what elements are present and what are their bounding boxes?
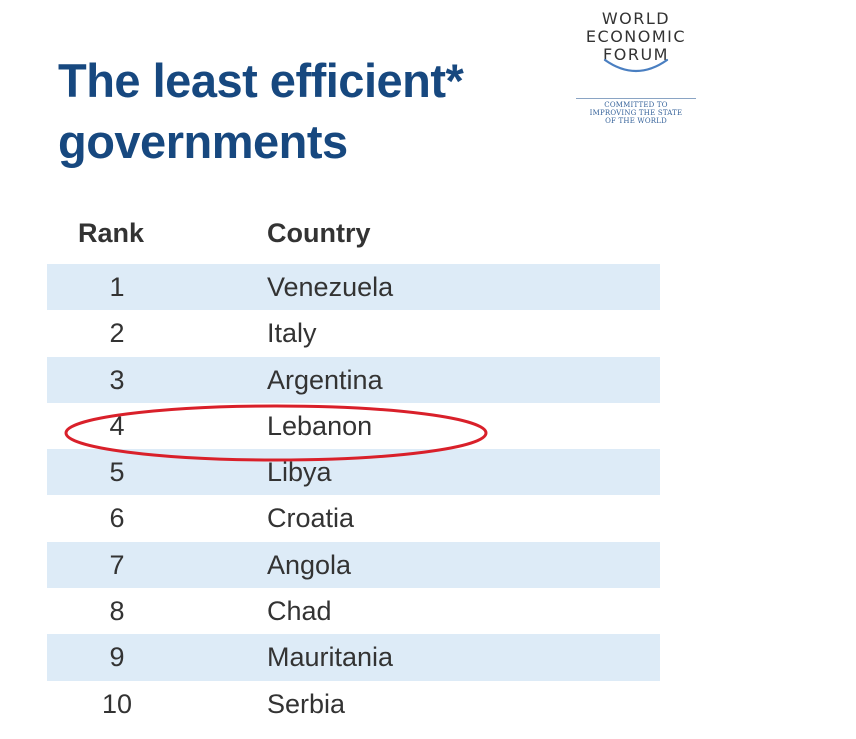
country-cell: Libya	[267, 457, 332, 488]
logo-arc-icon	[603, 58, 669, 72]
rank-cell: 10	[101, 688, 133, 719]
country-cell: Italy	[267, 318, 317, 349]
page-title: The least efficient* governments	[58, 50, 464, 172]
rank-cell: 2	[109, 318, 125, 349]
logo-tagline: COMMITTED TO IMPROVING THE STATE OF THE …	[574, 101, 698, 125]
table-row: 8 Chad	[47, 588, 660, 634]
table-row: 10 Serbia	[47, 681, 660, 727]
table-row: 3 Argentina	[47, 356, 660, 403]
title-line-1: The least efficient*	[58, 54, 464, 107]
table-row: 7 Angola	[47, 541, 660, 589]
logo-name-line-1: WORLD	[601, 9, 671, 28]
logo-tagline-line-1: COMMITTED TO	[604, 101, 668, 109]
table-row: 9 Mauritania	[47, 634, 660, 681]
country-cell: Serbia	[267, 688, 346, 719]
table-row: 1 Venezuela	[47, 264, 660, 311]
rank-cell: 5	[109, 457, 125, 488]
rank-cell: 4	[109, 410, 125, 441]
country-cell: Lebanon	[267, 410, 373, 441]
country-cell: Angola	[267, 549, 352, 580]
logo-tagline-line-3: OF THE WORLD	[605, 117, 667, 125]
column-header-rank: Rank	[78, 218, 145, 248]
logo-tagline-line-2: IMPROVING THE STATE	[589, 109, 683, 117]
country-cell: Chad	[267, 596, 332, 627]
country-cell: Argentina	[267, 364, 383, 395]
ranking-table: 1 Venezuela 2 Italy 3 Argentina 4 Lebanon 5 Libya…	[47, 264, 660, 727]
rank-cell: 6	[109, 503, 125, 534]
country-cell: Mauritania	[267, 642, 394, 673]
country-cell: Venezuela	[267, 272, 394, 302]
world-economic-forum-logo: WORLD ECONOMIC FORUM COMMITTED TO IMPROV…	[574, 10, 698, 134]
rank-cell: 1	[109, 272, 125, 302]
table-row: 4 Lebanon	[47, 403, 660, 449]
logo-name-line-2: ECONOMIC	[585, 27, 687, 46]
column-header-country: Country	[267, 218, 371, 248]
title-line-2: governments	[58, 115, 348, 168]
rank-cell: 7	[109, 549, 125, 580]
table-row: 2 Italy	[47, 310, 660, 356]
logo-divider	[576, 98, 696, 99]
rank-cell: 8	[109, 596, 125, 627]
country-cell: Croatia	[267, 503, 355, 534]
rank-cell: 3	[109, 364, 125, 395]
rank-cell: 9	[109, 642, 125, 673]
logo-name: WORLD ECONOMIC FORUM	[574, 10, 698, 64]
table-row: 5 Libya	[47, 449, 660, 496]
table-row: 6 Croatia	[47, 495, 660, 541]
logo-name-line-3: FORUM	[603, 45, 669, 64]
